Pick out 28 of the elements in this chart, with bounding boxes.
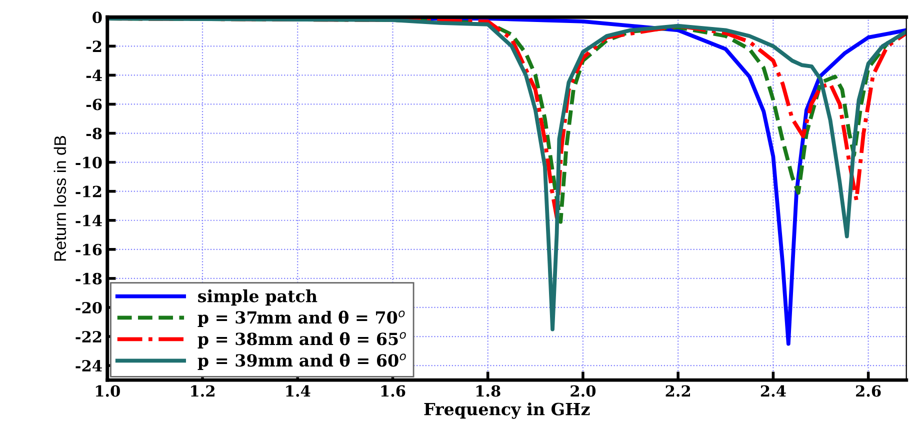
x-tick-label: 1.0 [96, 385, 120, 397]
x-tick-label: 2.2 [666, 385, 690, 397]
y-tick-label: -12 [76, 186, 102, 198]
y-tick-label: -22 [76, 330, 102, 342]
y-tick-label: 0 [92, 12, 102, 24]
x-tick-label: 2.4 [760, 385, 786, 397]
x-tick-label: 1.8 [476, 385, 500, 397]
x-tick-label: 2.0 [570, 385, 596, 397]
y-tick-label: -20 [76, 302, 102, 314]
legend-label: p = 39mm and θ = 60$^{o}$ [198, 354, 406, 370]
y-tick-label: -10 [76, 156, 102, 168]
x-tick-label: 1.6 [381, 385, 406, 397]
y-tick-label: -16 [76, 244, 102, 256]
y-tick-label: -24 [76, 360, 102, 372]
x-tick-label: 1.4 [286, 385, 310, 397]
y-tick-label: -14 [76, 214, 102, 226]
y-tick-label: -18 [76, 272, 102, 284]
x-tick-label: 2.6 [856, 385, 881, 397]
y-tick-label: -8 [86, 128, 102, 140]
legend-label: p = 37mm and θ = 70$^{o}$ [198, 310, 405, 327]
x-tick-label: 1.2 [191, 385, 214, 397]
y-tick-label: -4 [86, 70, 102, 81]
y-axis-title: Return loss in dB [54, 136, 66, 261]
y-tick-label: -6 [86, 98, 102, 110]
legend-label: simple patch [198, 289, 318, 306]
x-axis-title: Frequency in GHz [424, 402, 590, 419]
legend-label: p = 38mm and θ = 65$^{o}$ [198, 332, 406, 348]
y-tick-label: -2 [86, 40, 102, 52]
